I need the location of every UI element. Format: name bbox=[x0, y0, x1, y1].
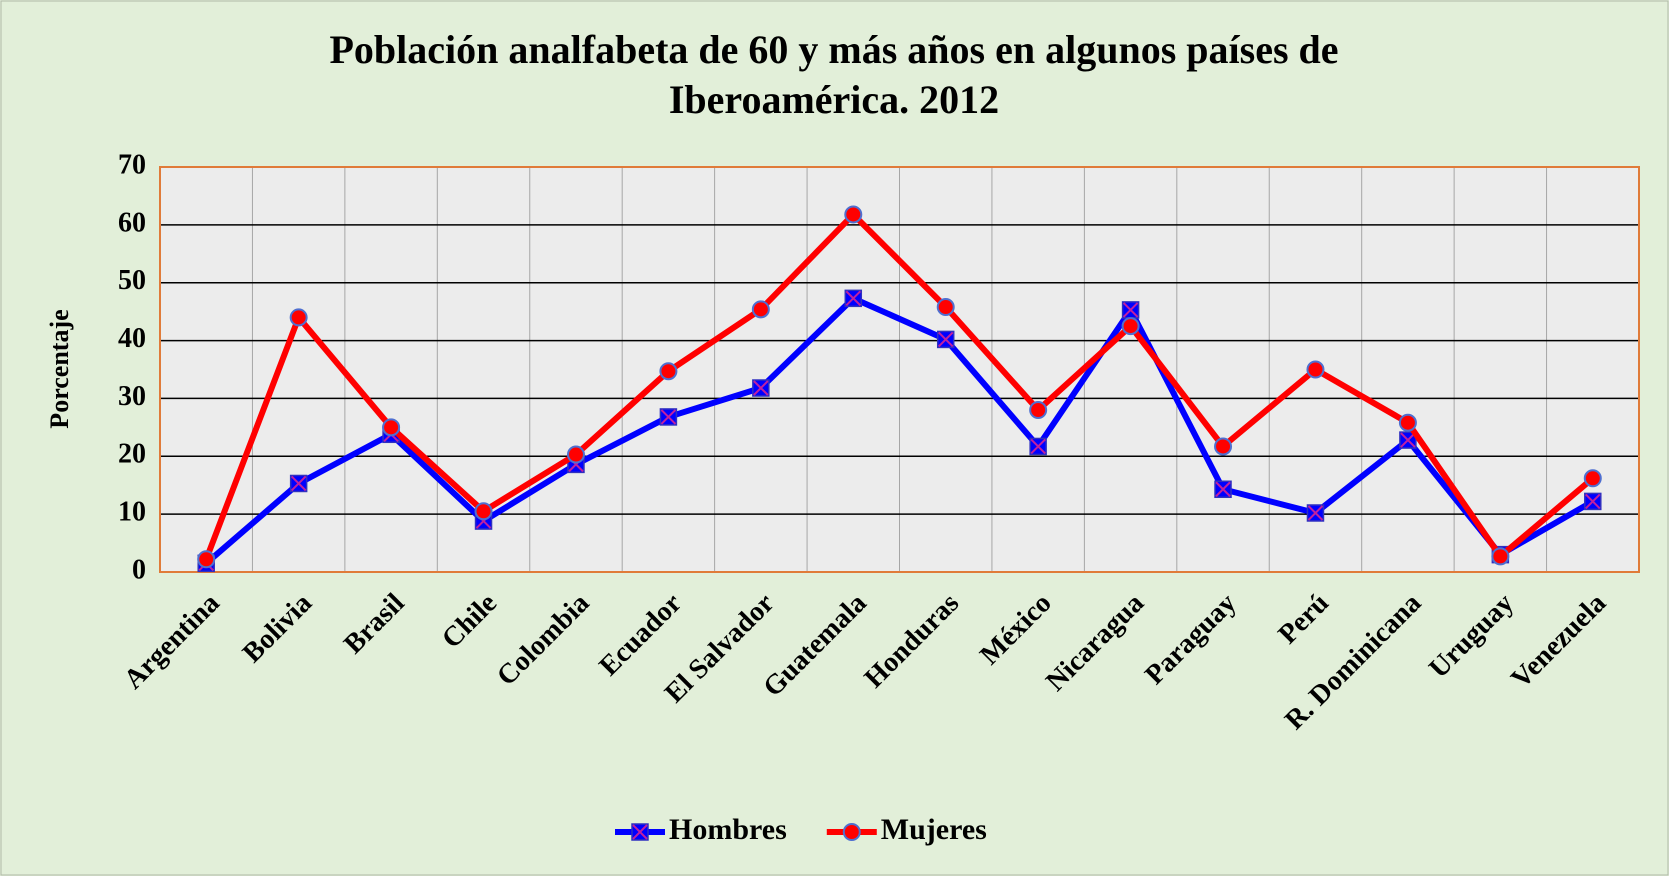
point-marker bbox=[474, 502, 493, 521]
series-line bbox=[203, 211, 1595, 561]
point-marker bbox=[1029, 401, 1048, 419]
point-marker bbox=[659, 362, 678, 381]
point-marker bbox=[1306, 360, 1325, 379]
marker-cross bbox=[1307, 505, 1324, 521]
y-tick-label: 40 bbox=[118, 323, 146, 354]
y-tick-label: 10 bbox=[118, 497, 146, 528]
legend-marker bbox=[631, 823, 649, 841]
y-tick-label: 30 bbox=[118, 381, 146, 412]
point-marker bbox=[566, 445, 585, 464]
point-marker bbox=[289, 308, 308, 327]
point-marker bbox=[1121, 317, 1140, 336]
point-marker bbox=[936, 298, 955, 317]
y-tick-label: 70 bbox=[118, 149, 146, 180]
y-axis-label: Porcentaje bbox=[45, 309, 74, 428]
legend-marker bbox=[842, 823, 861, 841]
point-marker bbox=[1584, 492, 1602, 511]
y-tick-label: 60 bbox=[118, 207, 146, 238]
plot-border bbox=[159, 166, 1640, 573]
point-marker bbox=[1398, 413, 1417, 432]
marker-cross bbox=[845, 290, 861, 307]
point-marker bbox=[197, 550, 216, 569]
marker-cross bbox=[1122, 302, 1139, 318]
point-marker bbox=[1306, 504, 1325, 522]
point-marker bbox=[751, 300, 770, 319]
series-line bbox=[204, 295, 1595, 566]
point-marker bbox=[1399, 431, 1417, 449]
legend-label: Hombres bbox=[669, 813, 787, 846]
point-marker bbox=[752, 379, 770, 397]
point-marker bbox=[936, 330, 955, 349]
marker-cross bbox=[290, 475, 307, 492]
marker-cross bbox=[1585, 493, 1601, 510]
point-marker bbox=[1214, 480, 1232, 499]
marker-cross bbox=[753, 380, 769, 396]
point-marker bbox=[844, 205, 863, 224]
y-tick-label: 20 bbox=[118, 439, 146, 470]
marker-cross bbox=[1400, 432, 1416, 448]
chart-title: Población analfabeta de 60 y más años en… bbox=[329, 27, 1338, 72]
point-marker bbox=[1029, 437, 1047, 456]
marker-cross bbox=[938, 331, 954, 348]
point-marker bbox=[1491, 547, 1510, 566]
marker-cross bbox=[632, 824, 648, 840]
point-marker bbox=[659, 408, 678, 426]
point-marker bbox=[844, 289, 863, 308]
marker-cross bbox=[1030, 438, 1046, 455]
marker-cross bbox=[1215, 481, 1231, 497]
chart-subtitle: Iberoamérica. 2012 bbox=[669, 77, 999, 122]
point-marker bbox=[382, 418, 401, 437]
marker-cross bbox=[660, 409, 677, 425]
point-marker bbox=[1121, 301, 1140, 319]
point-marker bbox=[1214, 437, 1233, 456]
y-tick-label: 50 bbox=[118, 265, 146, 296]
point-marker bbox=[1583, 469, 1602, 488]
y-tick-label: 0 bbox=[132, 554, 146, 585]
legend-label: Mujeres bbox=[881, 813, 987, 846]
point-marker bbox=[289, 474, 308, 493]
